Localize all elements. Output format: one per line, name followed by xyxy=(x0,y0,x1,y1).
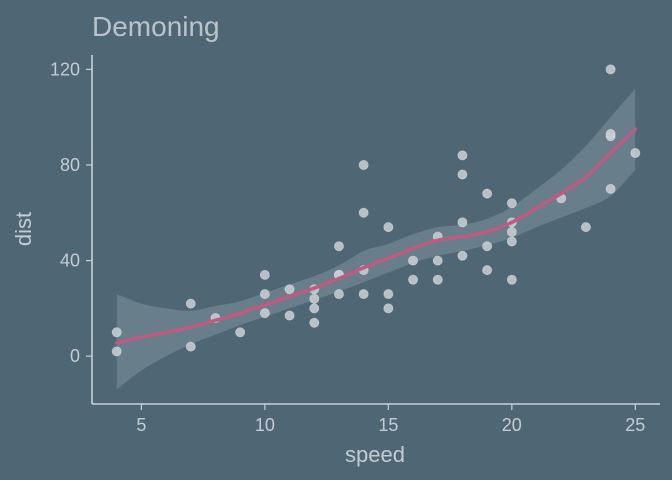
data-point xyxy=(432,274,443,285)
x-tick-label: 10 xyxy=(255,415,275,435)
data-point xyxy=(432,255,443,266)
data-point xyxy=(630,148,641,159)
data-point xyxy=(259,289,270,300)
data-point xyxy=(506,274,517,285)
data-point xyxy=(580,222,591,233)
smooth-line xyxy=(114,127,638,345)
data-point xyxy=(457,217,468,228)
x-tick-label: 20 xyxy=(502,415,522,435)
data-point xyxy=(383,289,394,300)
y-axis-title: dist xyxy=(11,212,36,246)
data-point xyxy=(506,236,517,247)
data-point xyxy=(333,241,344,252)
data-point xyxy=(482,188,493,199)
data-point xyxy=(358,207,369,218)
data-point xyxy=(605,128,616,139)
data-point xyxy=(259,308,270,319)
data-point xyxy=(457,169,468,180)
confidence-ribbon-layer xyxy=(116,88,636,390)
data-point xyxy=(284,310,295,321)
confidence-ribbon xyxy=(116,88,636,390)
data-point xyxy=(284,284,295,295)
data-point xyxy=(506,226,517,237)
data-point xyxy=(383,222,394,233)
y-tick-label: 40 xyxy=(60,251,80,271)
x-axis-ticks: 5 10 15 20 25 xyxy=(136,404,645,435)
data-point xyxy=(309,293,320,304)
points-layer xyxy=(111,64,641,357)
data-point xyxy=(235,327,246,338)
data-point xyxy=(383,303,394,314)
data-point xyxy=(259,269,270,280)
x-tick-label: 5 xyxy=(136,415,146,435)
data-point xyxy=(482,241,493,252)
y-tick-label: 0 xyxy=(70,346,80,366)
x-axis-title: speed xyxy=(345,442,405,467)
data-point xyxy=(309,303,320,314)
chart-title: Demoning xyxy=(92,11,220,42)
data-point xyxy=(358,159,369,170)
x-tick-label: 25 xyxy=(625,415,645,435)
data-point xyxy=(111,346,122,357)
data-point xyxy=(482,265,493,276)
data-point xyxy=(506,198,517,209)
x-tick-label: 15 xyxy=(378,415,398,435)
data-point xyxy=(408,255,419,266)
data-point xyxy=(457,150,468,161)
data-point xyxy=(309,317,320,328)
data-point xyxy=(457,250,468,261)
y-axis-ticks: 0 40 80 120 xyxy=(50,59,92,366)
data-point xyxy=(408,274,419,285)
data-point xyxy=(185,298,196,309)
y-tick-label: 80 xyxy=(60,155,80,175)
data-point xyxy=(605,183,616,194)
data-point xyxy=(333,289,344,300)
smooth-line-layer xyxy=(114,127,638,345)
data-point xyxy=(185,341,196,352)
data-point xyxy=(358,289,369,300)
data-point xyxy=(605,64,616,75)
y-tick-label: 120 xyxy=(50,59,80,79)
data-point xyxy=(111,327,122,338)
